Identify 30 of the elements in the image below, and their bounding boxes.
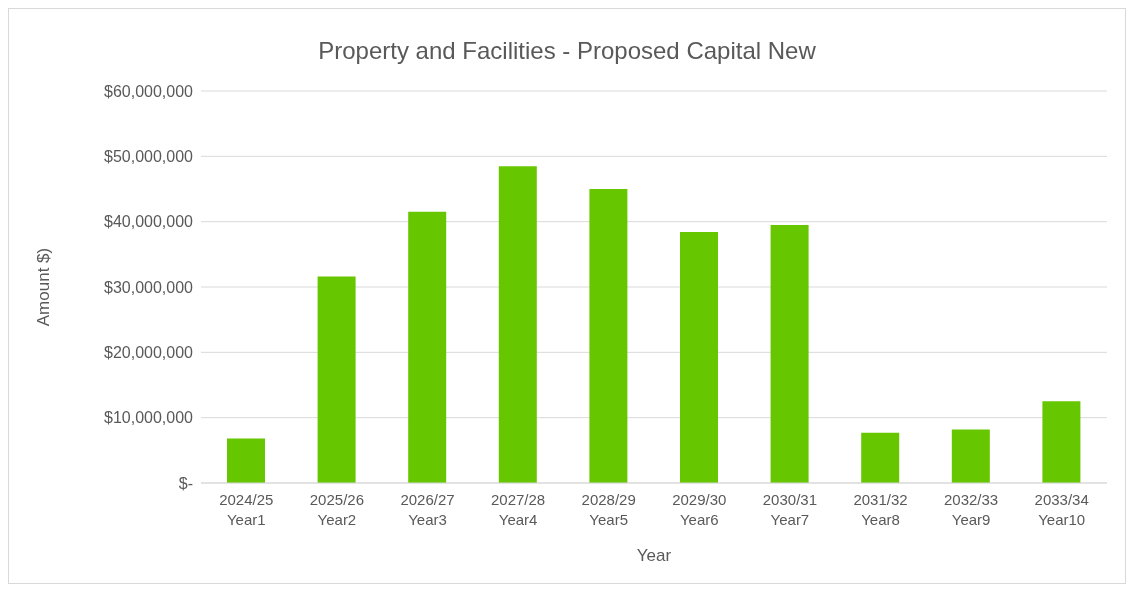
bar — [227, 438, 265, 483]
x-tick-label: 2027/28 Year4 — [490, 491, 546, 528]
x-tick-label: 2032/33 Year9 — [943, 491, 999, 528]
x-tick-label: 2024/25 Year1 — [219, 491, 274, 528]
bar — [589, 189, 628, 483]
x-tick-label: 2029/30 Year6 — [672, 491, 727, 528]
chart-title: Property and Facilities - Proposed Capital New — [317, 37, 817, 65]
y-tick-label: $40,000,000 — [104, 213, 194, 231]
bar — [317, 276, 356, 483]
y-tick-label: $30,000,000 — [104, 278, 194, 296]
x-tick-label: 2033/34 Year10 — [1034, 491, 1089, 528]
bar — [1042, 401, 1081, 483]
y-axis-title: Amount $) — [34, 247, 54, 327]
bar — [951, 429, 990, 483]
x-tick-label: 2025/26 Year2 — [309, 491, 365, 528]
y-tick-label: $60,000,000 — [104, 82, 194, 100]
y-tick-label: $10,000,000 — [104, 409, 194, 427]
bar — [408, 211, 447, 483]
y-tick-label: $50,000,000 — [104, 148, 194, 166]
bar — [861, 432, 900, 483]
x-tick-label: 2026/27 Year3 — [400, 491, 455, 528]
x-tick-label: 2028/29 Year5 — [581, 491, 636, 528]
y-tick-label: $20,000,000 — [104, 344, 194, 362]
x-tick-label: 2031/32 Year8 — [853, 491, 908, 528]
bar — [680, 232, 718, 483]
y-tick-label: $- — [178, 474, 193, 492]
x-axis-title: Year — [636, 546, 672, 565]
bar — [498, 166, 537, 483]
x-tick-label: 2030/31 Year7 — [762, 491, 818, 528]
bar — [770, 224, 809, 483]
